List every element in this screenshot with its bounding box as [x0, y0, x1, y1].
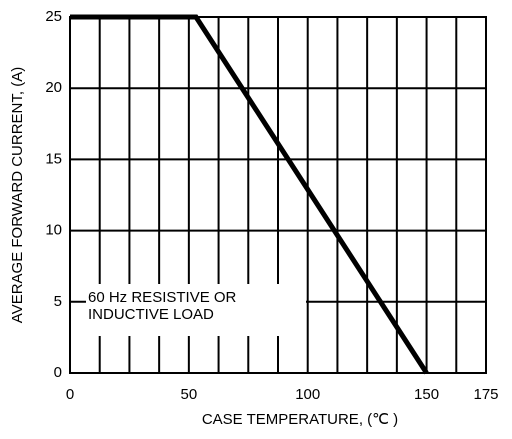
y-tick-label: 0: [54, 364, 62, 381]
annotation: 60 Hz RESISTIVE OR: [88, 289, 237, 306]
plot-frame: [69, 16, 487, 374]
x-axis-label: CASE TEMPERATURE, (℃ ): [202, 411, 398, 428]
annotation: INDUCTIVE LOAD: [88, 306, 214, 323]
y-tick-label: 20: [45, 79, 62, 96]
y-tick-label: 15: [45, 150, 62, 167]
x-tick-label: 100: [295, 386, 320, 403]
annotation-box: [86, 284, 306, 336]
y-tick-label: 10: [45, 222, 62, 239]
x-tick-label: 50: [181, 386, 198, 403]
x-tick-label: 0: [66, 386, 74, 403]
y-tick-label: 25: [45, 8, 62, 25]
x-tick-label: 150: [414, 386, 439, 403]
y-axis-label: AVERAGE FORWARD CURRENT, (A): [9, 67, 26, 323]
y-tick-label: 5: [54, 293, 62, 310]
x-tick-label: 175: [473, 386, 498, 403]
data-line: [70, 14, 429, 375]
